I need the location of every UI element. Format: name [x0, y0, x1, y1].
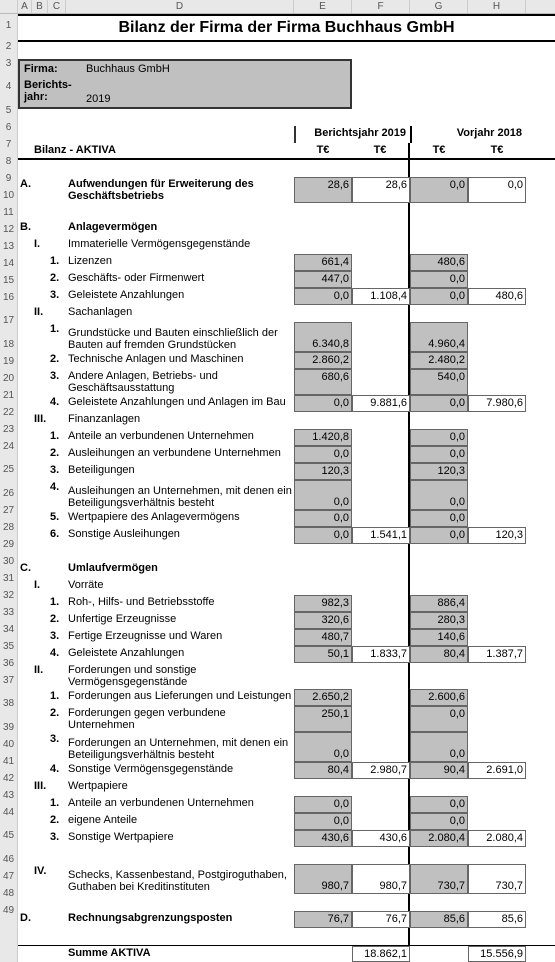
table-row: 1.Grundstücke und Bauten einschließlich … — [18, 322, 555, 352]
firma-value: Buchhaus GmbH — [82, 61, 350, 77]
table-row: 1.Anteile an verbundenen Unternehmen0,00… — [18, 796, 555, 813]
table-row: 3.Fertige Erzeugnisse und Waren480,7140,… — [18, 629, 555, 646]
table-row: 2.Geschäfts- oder Firmenwert447,00,0 — [18, 271, 555, 288]
table-row: 3.Beteiligungen120,3120,3 — [18, 463, 555, 480]
table-row: Summe AKTIVA18.862,115.556,9 — [18, 945, 555, 962]
table-row: 3.Forderungen an Unternehmen, mit denen … — [18, 732, 555, 762]
bilanz-section-title: Bilanz - AKTIVA T€ T€ T€ T€ — [18, 143, 555, 160]
column-headers: A B C D E F G H — [0, 0, 555, 14]
table-row — [18, 928, 555, 945]
table-row: A.Aufwendungen für Erweiterung des Gesch… — [18, 177, 555, 203]
table-row: III.Wertpapiere — [18, 779, 555, 796]
table-row: D.Rechnungsabgrenzungsposten76,776,785,6… — [18, 911, 555, 928]
table-row: 2.Technische Anlagen und Maschinen2.860,… — [18, 352, 555, 369]
table-row: 4.Geleistete Anzahlungen50,11.833,780,41… — [18, 646, 555, 663]
table-row: 4.Geleistete Anzahlungen und Anlagen im … — [18, 395, 555, 412]
page-title: Bilanz der Firma der Firma Buchhaus GmbH — [18, 14, 555, 42]
table-row — [18, 544, 555, 561]
table-row: II.Sachanlagen — [18, 305, 555, 322]
table-row: 5.Wertpapiere des Anlagevermögens0,00,0 — [18, 510, 555, 527]
table-row — [18, 847, 555, 864]
year-header-row: Berichtsjahr 2019 Vorjahr 2018 — [18, 126, 555, 143]
table-row: 3.Sonstige Wertpapiere430,6430,62.080,42… — [18, 830, 555, 847]
table-row: B.Anlagevermögen — [18, 220, 555, 237]
table-row: 2.Forderungen gegen verbundene Unternehm… — [18, 706, 555, 732]
table-row — [18, 894, 555, 911]
table-row: 3.Andere Anlagen, Betriebs- und Geschäft… — [18, 369, 555, 395]
table-row: 1.Anteile an verbundenen Unternehmen1.42… — [18, 429, 555, 446]
table-row: 2.Unfertige Erzeugnisse320,6280,3 — [18, 612, 555, 629]
table-row: 1.Roh-, Hilfs- und Betriebsstoffe982,388… — [18, 595, 555, 612]
table-row: C.Umlaufvermögen — [18, 561, 555, 578]
table-row: I.Immaterielle Vermögensgegenstände — [18, 237, 555, 254]
table-row: 2.Ausleihungen an verbundene Unternehmen… — [18, 446, 555, 463]
table-row — [18, 203, 555, 220]
table-row: IV.Schecks, Kassenbestand, Postgirogutha… — [18, 864, 555, 894]
table-row: 2.eigene Anteile0,00,0 — [18, 813, 555, 830]
table-row: 1.Lizenzen661,4480,6 — [18, 254, 555, 271]
table-row: 3.Geleistete Anzahlungen0,01.108,40,0480… — [18, 288, 555, 305]
row-numbers: 1234567891011121314151617181920212223242… — [0, 14, 18, 962]
table-row: 6.Sonstige Ausleihungen0,01.541,10,0120,… — [18, 527, 555, 544]
table-row: I.Vorräte — [18, 578, 555, 595]
jahr-label: Berichts- jahr: — [20, 77, 82, 107]
table-row: 1.Forderungen aus Lieferungen und Leistu… — [18, 689, 555, 706]
jahr-value: 2019 — [82, 77, 350, 107]
table-row: III.Finanzanlagen — [18, 412, 555, 429]
table-row: II.Forderungen und sonstige Vermögensgeg… — [18, 663, 555, 689]
table-row: 4.Ausleihungen an Unternehmen, mit denen… — [18, 480, 555, 510]
firma-label: Firma: — [20, 61, 82, 77]
table-row: 4.Sonstige Vermögensgegenstände80,42.980… — [18, 762, 555, 779]
